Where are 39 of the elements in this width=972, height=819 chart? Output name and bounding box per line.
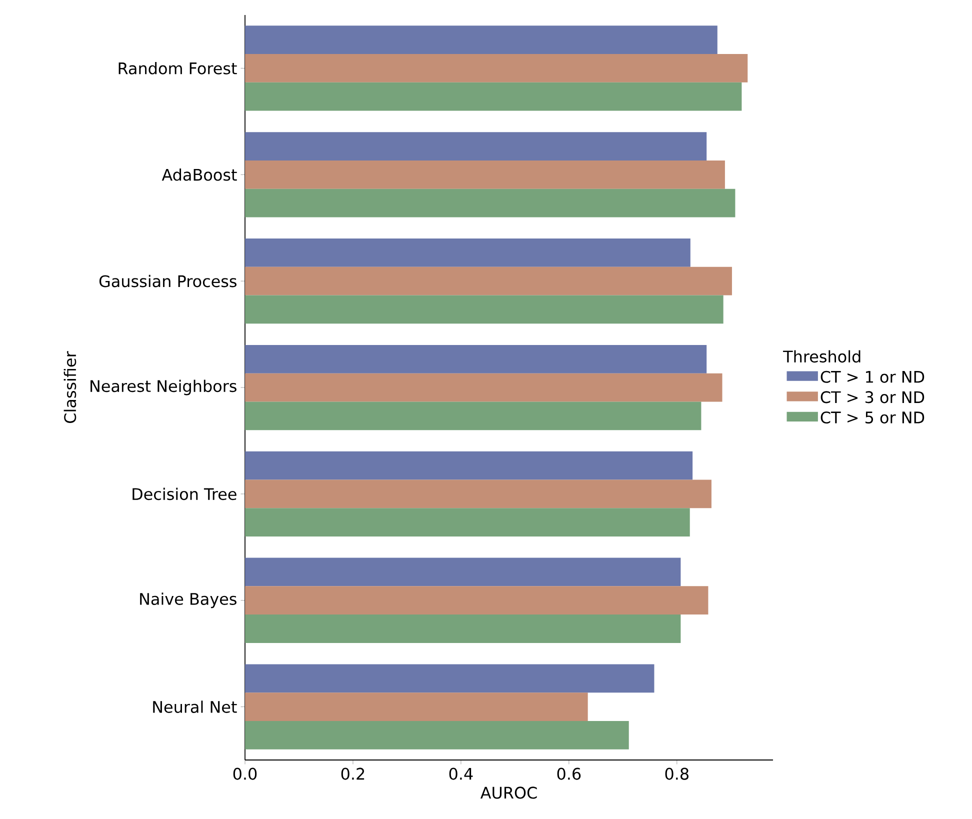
bar xyxy=(245,586,708,615)
y-axis-title: Classifier xyxy=(64,351,76,423)
bar xyxy=(245,614,681,643)
bar xyxy=(245,344,707,374)
y-tick-label: Gaussian Process xyxy=(99,274,236,288)
x-tick-label: 0.6 xyxy=(557,768,581,780)
x-tick-label: 0.8 xyxy=(665,768,688,780)
bar xyxy=(245,692,588,721)
bar xyxy=(245,451,693,480)
bar xyxy=(245,132,707,160)
x-tick-label: 0.2 xyxy=(341,768,364,780)
bar xyxy=(245,188,736,218)
y-tick-label: Neural Net xyxy=(153,700,237,713)
bar xyxy=(245,402,702,430)
bar xyxy=(245,373,722,402)
bar xyxy=(245,480,712,508)
bar xyxy=(245,26,718,54)
legend-label: CT > 3 or ND xyxy=(820,391,924,404)
y-tick-label: Naive Bayes xyxy=(140,592,236,608)
legend-label: CT > 1 or ND xyxy=(820,370,924,383)
bar xyxy=(245,160,725,189)
bar xyxy=(245,664,654,693)
bar xyxy=(245,295,724,324)
x-axis-title: AUROC xyxy=(480,786,537,799)
y-tick-label: Decision Tree xyxy=(132,488,236,500)
y-tick-label: Nearest Neighbors xyxy=(90,380,236,396)
bar xyxy=(245,508,690,537)
bar xyxy=(245,54,748,82)
bar xyxy=(245,266,732,296)
y-tick-label: Random Forest xyxy=(118,62,237,74)
x-tick-label: 0.4 xyxy=(449,768,473,780)
legend-title: Threshold xyxy=(783,350,860,363)
legend-label: CT > 5 or ND xyxy=(820,411,924,424)
x-tick-label: 0.0 xyxy=(233,768,257,780)
bar xyxy=(245,558,681,586)
y-tick-label: AdaBoost xyxy=(162,168,237,181)
bar xyxy=(245,82,742,111)
bar xyxy=(245,720,629,750)
bar xyxy=(245,238,690,267)
